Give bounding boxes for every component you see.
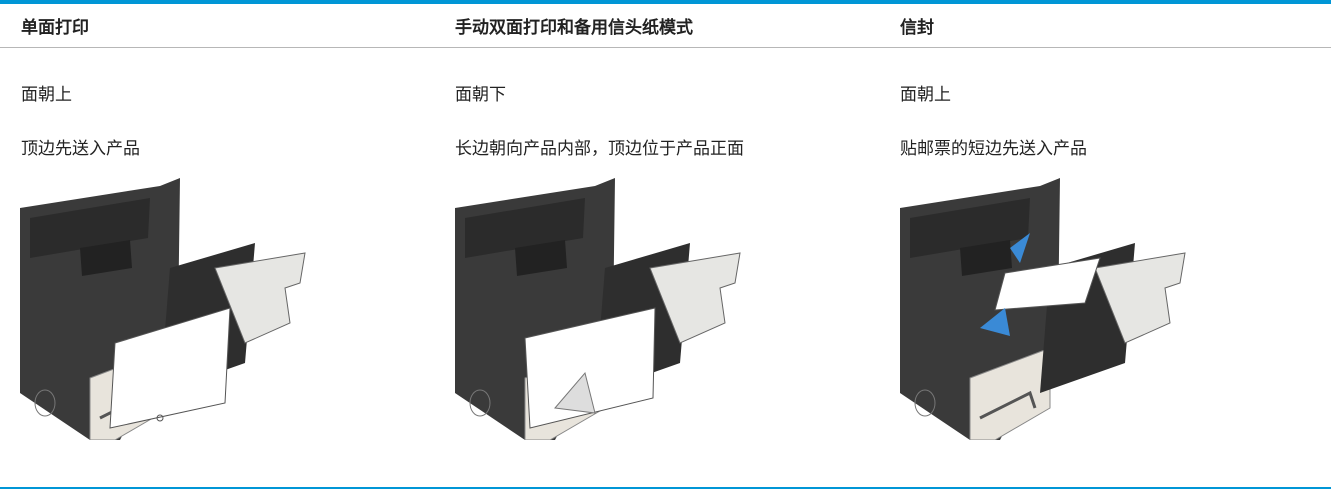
column-header: 手动双面打印和备用信头纸模式 bbox=[455, 18, 693, 37]
cell: 顶边先送入产品 bbox=[21, 139, 140, 158]
cell: 长边朝向产品内部，顶边位于产品正面 bbox=[455, 139, 744, 158]
column-header: 信封 bbox=[900, 18, 934, 37]
top-rule bbox=[0, 0, 1331, 4]
illustration bbox=[900, 178, 1200, 440]
illustration bbox=[455, 178, 755, 440]
cell: 面朝上 bbox=[21, 85, 72, 104]
cell: 贴邮票的短边先送入产品 bbox=[900, 139, 1087, 158]
header-rule bbox=[0, 47, 1331, 48]
cell: 面朝上 bbox=[900, 85, 951, 104]
column-header: 单面打印 bbox=[21, 18, 89, 37]
cell: 面朝下 bbox=[455, 85, 506, 104]
illustration bbox=[20, 178, 320, 440]
bottom-rule bbox=[0, 487, 1331, 489]
